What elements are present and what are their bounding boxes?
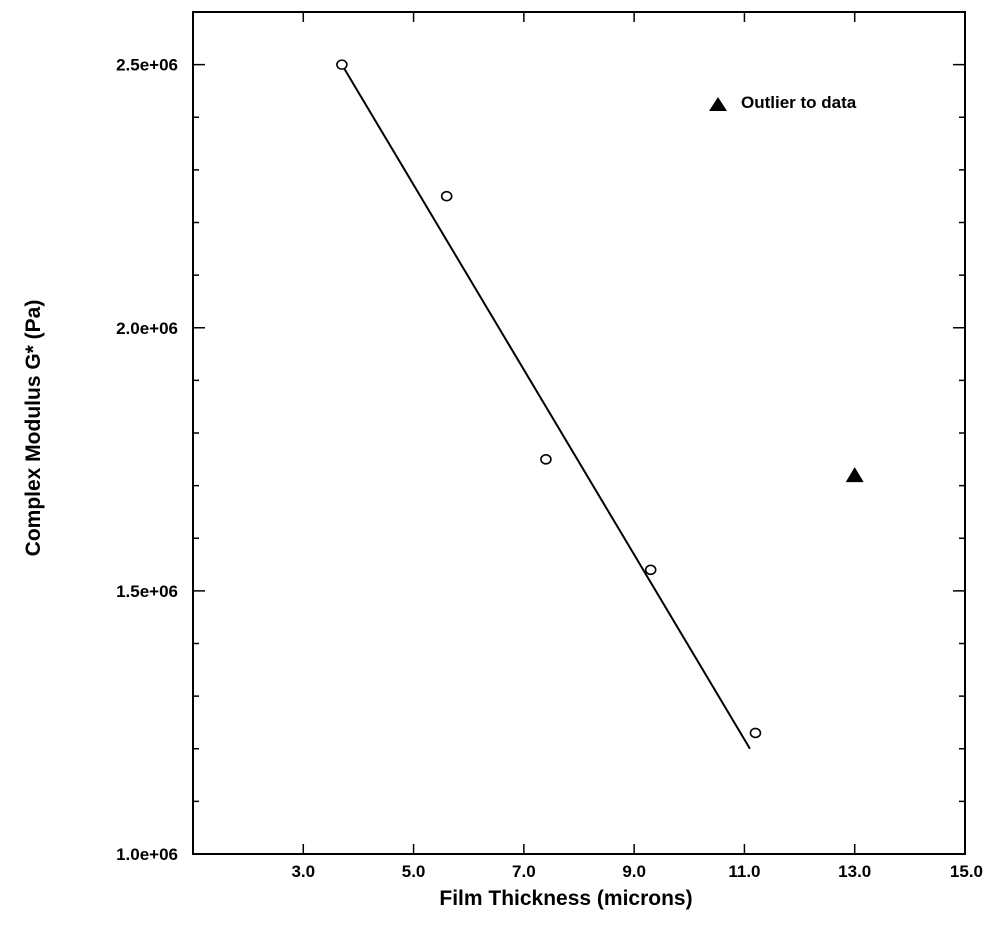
legend: Outlier to data (709, 93, 857, 112)
data-point-circle-3 (644, 564, 657, 576)
x-tick-label-0: 3.0 (291, 862, 315, 881)
data-points (336, 59, 864, 739)
y-tick-label-3: 2.5e+06 (116, 56, 178, 75)
fit-line-group (341, 64, 751, 750)
x-tick-label-3: 9.0 (622, 862, 646, 881)
x-tick-label-5: 13.0 (838, 862, 871, 881)
data-point-circle-2 (540, 454, 552, 465)
fit-line (341, 64, 751, 750)
data-point-circle-0 (336, 59, 348, 70)
y-axis-ticks: 1.0e+06 1.5e+06 2.0e+06 2.5e+06 (116, 11, 965, 864)
data-point-circle-1 (440, 190, 453, 202)
y-tick-label-1: 1.5e+06 (116, 582, 178, 601)
x-tick-label-4: 11.0 (728, 862, 760, 881)
plot-frame (192, 11, 966, 855)
x-axis-title: Film Thickness (microns) (439, 887, 692, 910)
x-axis-ticks: 3.0 5.0 7.0 9.0 11.0 13.0 15.0 (291, 12, 983, 881)
legend-triangle-marker (709, 97, 727, 111)
y-tick-label-0: 1.0e+06 (116, 845, 178, 864)
y-tick-label-2: 2.0e+06 (116, 319, 178, 338)
y-axis-title: Complex Modulus G* (Pa) (22, 300, 45, 557)
x-tick-label-6: 15.0 (950, 862, 983, 881)
x-tick-label-2: 7.0 (512, 862, 536, 881)
data-point-circle-4 (749, 727, 762, 739)
outlier-point-triangle-0 (845, 467, 864, 483)
legend-label-outlier: Outlier to data (741, 93, 857, 112)
x-tick-label-1: 5.0 (402, 862, 426, 881)
